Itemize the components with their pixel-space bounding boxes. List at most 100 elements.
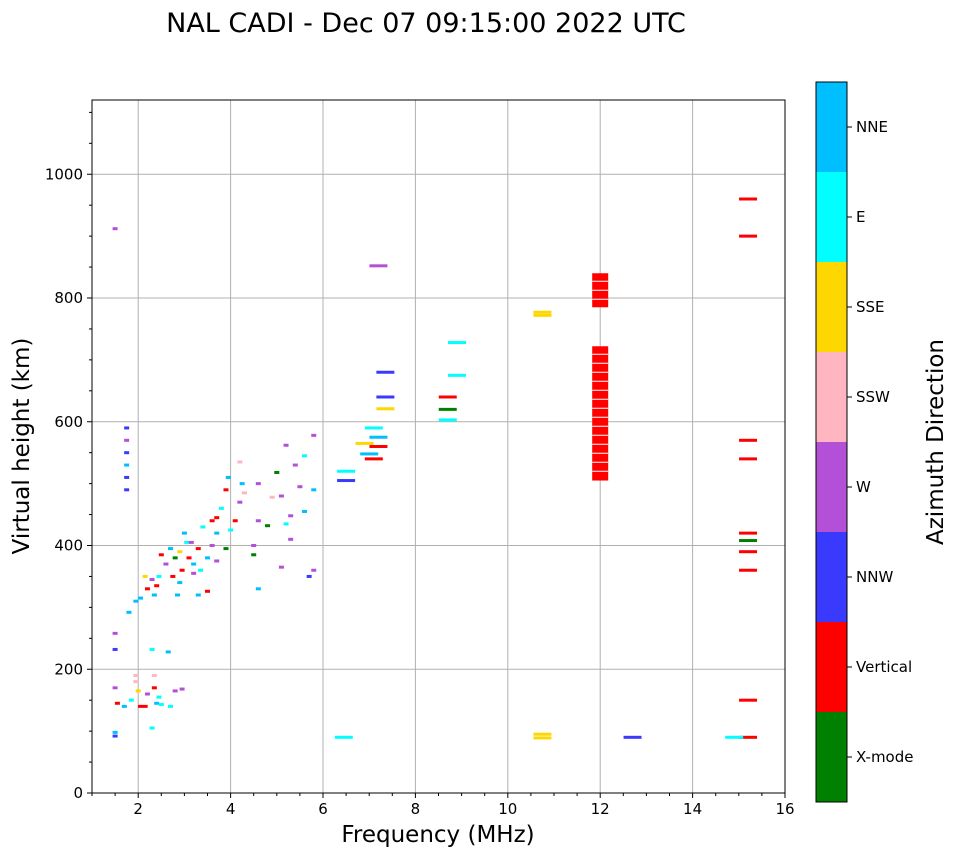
data-point <box>156 695 162 699</box>
data-point <box>124 475 130 479</box>
colorbar-tick-label: X-mode <box>856 748 913 766</box>
data-column <box>592 346 609 481</box>
grid-lines <box>92 100 786 794</box>
y-tick-label: 200 <box>54 660 83 678</box>
data-point <box>739 735 758 739</box>
y-tick-label: 1000 <box>45 165 83 183</box>
data-point <box>232 519 238 523</box>
data-point <box>283 443 289 447</box>
data-point <box>288 537 294 541</box>
data-point <box>278 494 284 498</box>
colorbar-segment <box>816 712 847 802</box>
x-axis-label: Frequency (MHz) <box>341 822 534 848</box>
data-point <box>739 568 758 572</box>
colorbar-tick-label: NNE <box>856 118 888 136</box>
y-axis: 0 200 400 600 800 1000 <box>45 111 92 802</box>
data-point <box>181 531 187 535</box>
data-point <box>154 584 160 588</box>
data-point <box>438 418 457 422</box>
data-point <box>447 341 466 345</box>
data-point <box>133 673 139 677</box>
data-point <box>112 734 118 738</box>
y-tick-label: 400 <box>54 537 83 555</box>
data-point <box>255 482 261 486</box>
data-point <box>165 650 171 654</box>
data-point <box>205 556 210 560</box>
data-point <box>306 574 312 578</box>
data-point <box>739 438 758 442</box>
colorbar-segment <box>816 352 847 442</box>
data-point <box>191 562 197 566</box>
data-point <box>533 732 552 736</box>
data-point <box>265 524 271 528</box>
data-point <box>138 596 144 600</box>
colorbar-segment <box>816 172 847 262</box>
data-point <box>214 531 220 535</box>
data-point <box>163 562 169 566</box>
data-point <box>447 373 466 377</box>
data-point <box>288 514 294 518</box>
x-tick-label: 12 <box>591 800 610 818</box>
data-point <box>739 531 758 535</box>
data-point <box>533 313 552 317</box>
data-point <box>184 540 190 544</box>
data-point <box>355 441 374 445</box>
data-point <box>237 500 243 504</box>
data-point <box>237 460 243 464</box>
data-point <box>214 516 220 520</box>
colorbar-tick-label: SSE <box>856 298 885 316</box>
data-point <box>168 704 174 708</box>
data-point <box>278 565 284 569</box>
x-tick-label: 2 <box>133 800 143 818</box>
data-point <box>121 704 127 708</box>
data-point <box>337 479 356 483</box>
data-point <box>112 730 118 734</box>
data-point <box>725 735 744 739</box>
data-point <box>269 495 275 499</box>
colorbar-segment <box>816 82 847 172</box>
data-point <box>369 445 388 448</box>
data-point <box>255 519 261 523</box>
data-point <box>533 310 552 314</box>
data-point <box>142 574 148 578</box>
data-point <box>188 540 194 544</box>
data-point <box>376 370 395 374</box>
data-point <box>438 395 457 399</box>
data-point <box>112 686 118 690</box>
data-point <box>200 525 206 529</box>
data-point <box>133 599 139 603</box>
data-point <box>223 547 229 551</box>
x-tick-label: 14 <box>683 800 702 818</box>
data-point <box>251 544 257 547</box>
y-tick-label: 600 <box>54 413 83 431</box>
colorbar: X-mode Vertical NNW W SSW SSE E NNE <box>815 81 913 803</box>
colorbar-tick-label: Vertical <box>856 658 912 676</box>
x-tick-label: 6 <box>318 800 328 818</box>
data-point <box>126 610 132 614</box>
data-point <box>124 488 130 492</box>
y-tick-label: 800 <box>54 289 83 307</box>
data-point <box>177 581 183 585</box>
data-point <box>158 703 164 707</box>
data-point <box>311 568 317 572</box>
data-point <box>154 701 160 705</box>
data-point <box>114 701 120 705</box>
data-point <box>292 463 298 467</box>
data-point <box>112 631 118 635</box>
data-point <box>149 647 155 651</box>
data-point <box>739 457 758 461</box>
data-point <box>142 704 148 708</box>
data-point <box>156 574 162 578</box>
data-point <box>223 488 229 492</box>
data-point <box>124 426 130 430</box>
data-point <box>311 488 317 492</box>
colorbar-label: Azimuth Direction <box>923 339 949 545</box>
data-point <box>364 426 383 430</box>
x-tick-label: 10 <box>498 800 517 818</box>
data-point <box>739 234 758 238</box>
data-point <box>364 457 383 461</box>
data-point <box>158 553 164 557</box>
data-point <box>198 568 204 572</box>
y-axis-label: Virtual height (km) <box>9 338 35 555</box>
